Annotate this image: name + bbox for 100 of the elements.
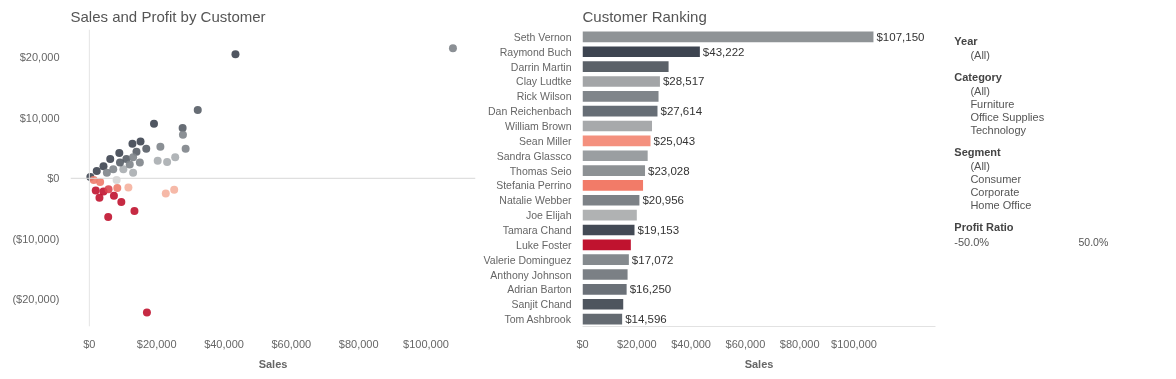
point — [163, 157, 172, 166]
bar — [582, 254, 629, 266]
x-tick-label: $80,000 — [338, 337, 379, 350]
chart-title: Sales and Profit by Customer — [70, 7, 266, 25]
point — [109, 191, 118, 200]
point — [119, 165, 128, 174]
point — [102, 168, 111, 177]
y-tick-label: $0 — [47, 172, 60, 185]
point — [130, 206, 139, 215]
y-tick-label: Sanjit Chand — [511, 298, 572, 311]
point — [112, 176, 121, 185]
chart-title: Customer Ranking — [582, 7, 707, 25]
bar — [582, 298, 624, 310]
data-label: $19,153 — [637, 223, 680, 236]
data-label: $27,614 — [660, 105, 703, 118]
bar — [582, 61, 669, 72]
y-tick-label: ($20,000) — [12, 293, 60, 306]
data-label: $14,596 — [625, 313, 667, 326]
x-tick-label: $60,000 — [271, 337, 312, 350]
point — [92, 167, 101, 176]
point — [125, 160, 134, 169]
bar — [582, 239, 631, 251]
point — [113, 183, 122, 192]
y-tick-label: Darrin Martin — [510, 60, 572, 73]
bar — [582, 46, 700, 58]
y-tick-label: Seth Vernon — [513, 30, 572, 43]
bar — [582, 180, 644, 191]
point — [135, 158, 144, 167]
bar — [582, 150, 648, 162]
x-tick-label: $0 — [576, 337, 589, 350]
x-tick-label: $60,000 — [725, 337, 766, 350]
x-tick-label: $100,000 — [403, 337, 449, 350]
text: Category — [954, 71, 1003, 84]
point — [181, 144, 190, 153]
text: Technology — [970, 123, 1027, 136]
point — [104, 213, 113, 222]
data-label: $17,072 — [631, 253, 674, 266]
bar — [582, 269, 628, 280]
bar — [582, 105, 658, 117]
text: Corporate — [970, 185, 1020, 198]
text: (All) — [970, 49, 990, 62]
point — [231, 50, 240, 59]
y-tick-label: $10,000 — [19, 111, 60, 124]
bar — [582, 135, 651, 147]
x-tick-label: $100,000 — [831, 337, 877, 350]
text: Year — [954, 35, 979, 48]
y-tick-label: Raymond Buch — [499, 45, 572, 58]
x-axis-title: Sales — [258, 357, 288, 370]
y-tick-label: $20,000 — [19, 51, 60, 64]
x-tick-label: $20,000 — [136, 337, 177, 350]
x-tick-label: $40,000 — [671, 337, 711, 350]
y-tick-label: Dan Reichenbach — [488, 105, 572, 118]
x-tick-label: $80,000 — [779, 337, 820, 350]
y-tick-label: Joe Elijah — [525, 209, 572, 222]
text: (All) — [970, 84, 990, 97]
bar — [582, 120, 653, 132]
y-tick-label: Clay Ludtke — [516, 75, 572, 88]
point — [149, 119, 158, 128]
y-tick-label: Natalie Webber — [499, 194, 572, 207]
point — [156, 142, 165, 151]
y-tick-label: Tom Ashbrook — [504, 313, 572, 326]
y-tick-label: Sean Miller — [518, 134, 572, 147]
text: Profit Ratio — [954, 220, 1014, 233]
bar — [582, 90, 659, 102]
point — [448, 44, 457, 53]
point — [129, 153, 138, 162]
data-label: $43,222 — [702, 45, 745, 58]
bar — [582, 284, 627, 295]
point — [115, 158, 124, 167]
point — [91, 186, 100, 195]
point — [142, 308, 151, 317]
data-label: $23,028 — [648, 164, 690, 177]
x-tick-label: $0 — [83, 337, 96, 350]
bar — [582, 194, 640, 206]
x-tick-label: $20,000 — [616, 337, 657, 350]
point — [95, 193, 104, 202]
y-tick-label: Thomas Seio — [509, 164, 572, 177]
point — [96, 177, 105, 186]
point — [117, 197, 126, 206]
point — [171, 153, 180, 162]
bar — [582, 165, 646, 176]
point — [178, 130, 187, 139]
point — [142, 144, 151, 153]
y-tick-label: Tamara Chand — [502, 223, 572, 236]
data-label: $107,150 — [876, 30, 925, 43]
y-tick-label: Sandra Glassco — [496, 149, 572, 162]
point — [161, 189, 170, 198]
y-tick-label: Rick Wilson — [516, 90, 572, 103]
point — [136, 137, 145, 146]
point — [170, 185, 179, 194]
y-tick-label: Anthony Johnson — [490, 268, 572, 281]
data-label: $25,043 — [653, 134, 696, 147]
text: Segment — [954, 145, 1002, 158]
y-tick-label: Luke Foster — [516, 238, 572, 251]
point — [106, 154, 115, 163]
text: Office Supplies — [970, 110, 1045, 123]
y-tick-label: Valerie Dominguez — [483, 253, 572, 266]
point — [193, 105, 202, 114]
x-tick-label: $40,000 — [204, 337, 244, 350]
text: Home Office — [970, 198, 1032, 211]
